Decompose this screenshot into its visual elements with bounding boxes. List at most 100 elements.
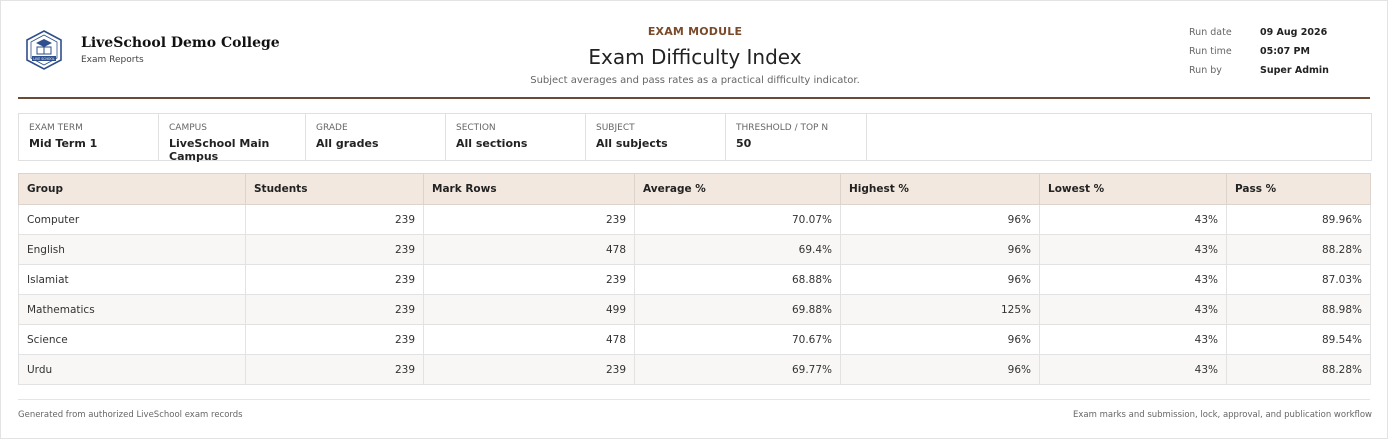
cell-mark-rows: 478 [423,324,635,355]
cell-pass: 88.28% [1226,234,1371,265]
cell-students: 239 [245,294,424,325]
cell-highest: 96% [840,204,1040,235]
filter-exam-term: Exam Term Mid Term 1 [19,114,159,160]
cell-lowest: 43% [1039,294,1227,325]
cell-mark-rows: 478 [423,234,635,265]
column-header-average: Average % [634,173,841,205]
cell-highest: 96% [840,264,1040,295]
cell-mark-rows: 239 [423,264,635,295]
run-by-row: Run by Super Admin [1189,65,1329,84]
filter-label: Campus [169,123,207,133]
run-date-label: Run date [1189,27,1232,38]
filter-value: All sections [456,137,528,150]
cell-group: Computer [18,204,246,235]
cell-students: 239 [245,324,424,355]
cell-pass: 88.98% [1226,294,1371,325]
table-row: English 239 478 69.4% 96% 43% 88.28% [18,234,1371,265]
table-row: Computer 239 239 70.07% 96% 43% 89.96% [18,204,1371,235]
brand-block: LIVE SCHOOL LiveSchool Demo College Exam… [23,29,280,71]
cell-lowest: 43% [1039,204,1227,235]
run-time-value: 05:07 PM [1260,46,1310,57]
cell-average: 69.77% [634,354,841,385]
run-date-value: 09 Aug 2026 [1260,27,1328,38]
school-crest-icon: LIVE SCHOOL [26,30,62,70]
cell-pass: 89.54% [1226,324,1371,355]
run-time-row: Run time 05:07 PM [1189,46,1329,65]
cell-group: Mathematics [18,294,246,325]
run-metadata: Run date 09 Aug 2026 Run time 05:07 PM R… [1189,27,1329,84]
filter-label: Exam Term [29,123,83,133]
brand-subtitle: Exam Reports [81,55,144,65]
cell-students: 239 [245,264,424,295]
table-row: Urdu 239 239 69.77% 96% 43% 88.28% [18,354,1371,385]
column-header-group: Group [18,173,246,205]
filter-campus: Campus LiveSchool Main Campus [159,114,306,163]
cell-average: 68.88% [634,264,841,295]
cell-highest: 125% [840,294,1040,325]
footer-divider [18,399,1370,400]
cell-average: 69.4% [634,234,841,265]
cell-highest: 96% [840,234,1040,265]
cell-lowest: 43% [1039,354,1227,385]
filter-value: All subjects [596,137,668,150]
cell-group: Urdu [18,354,246,385]
footer-source-note: Generated from authorized LiveSchool exa… [18,410,243,420]
cell-lowest: 43% [1039,324,1227,355]
filter-subject: Subject All subjects [586,114,726,160]
filter-value: 50 [736,137,752,150]
cell-lowest: 43% [1039,234,1227,265]
page-subtitle: Subject averages and pass rates as a pra… [530,75,860,86]
run-time-label: Run time [1189,46,1232,57]
cell-pass: 88.28% [1226,354,1371,385]
table-row: Science 239 478 70.67% 96% 43% 89.54% [18,324,1371,355]
column-header-lowest: Lowest % [1039,173,1227,205]
cell-pass: 89.96% [1226,204,1371,235]
table-header-row: Group Students Mark Rows Average % Highe… [18,173,1371,205]
module-label: EXAM MODULE [647,25,743,38]
cell-highest: 96% [840,354,1040,385]
logo-text: LIVE SCHOOL [33,57,55,61]
filter-threshold: Threshold / Top N 50 [726,114,867,160]
cell-average: 69.88% [634,294,841,325]
filter-value: All grades [316,137,379,150]
page-title: Exam Difficulty Index [588,45,802,69]
filter-label: Section [456,123,496,133]
cell-average: 70.07% [634,204,841,235]
cell-mark-rows: 239 [423,354,635,385]
cell-students: 239 [245,234,424,265]
column-header-pass: Pass % [1226,173,1371,205]
footer-workflow-note: Exam marks and submission, lock, approva… [1073,410,1372,420]
cell-lowest: 43% [1039,264,1227,295]
filter-label: Subject [596,123,635,133]
run-by-value: Super Admin [1260,65,1329,76]
filter-label: Grade [316,123,348,133]
cell-average: 70.67% [634,324,841,355]
filter-summary: Exam Term Mid Term 1 Campus LiveSchool M… [18,113,1372,163]
cell-students: 239 [245,204,424,235]
filter-grade: Grade All grades [306,114,446,160]
report-heading: EXAM MODULE Exam Difficulty Index Subjec… [445,25,945,86]
run-date-row: Run date 09 Aug 2026 [1189,27,1329,46]
table-row: Islamiat 239 239 68.88% 96% 43% 87.03% [18,264,1371,295]
filter-value: Mid Term 1 [29,137,98,150]
filter-label: Threshold / Top N [736,123,829,133]
column-header-mark-rows: Mark Rows [423,173,635,205]
cell-mark-rows: 239 [423,204,635,235]
cell-students: 239 [245,354,424,385]
cell-group: English [18,234,246,265]
college-name: LiveSchool Demo College [81,35,280,51]
cell-group: Science [18,324,246,355]
header-divider [18,97,1370,99]
table-row: Mathematics 239 499 69.88% 125% 43% 88.9… [18,294,1371,325]
filter-section: Section All sections [446,114,586,160]
run-by-label: Run by [1189,65,1222,76]
cell-highest: 96% [840,324,1040,355]
cell-group: Islamiat [18,264,246,295]
difficulty-table: Group Students Mark Rows Average % Highe… [18,173,1371,385]
column-header-highest: Highest % [840,173,1040,205]
cell-mark-rows: 499 [423,294,635,325]
column-header-students: Students [245,173,424,205]
filter-value: LiveSchool Main Campus [169,137,270,163]
cell-pass: 87.03% [1226,264,1371,295]
